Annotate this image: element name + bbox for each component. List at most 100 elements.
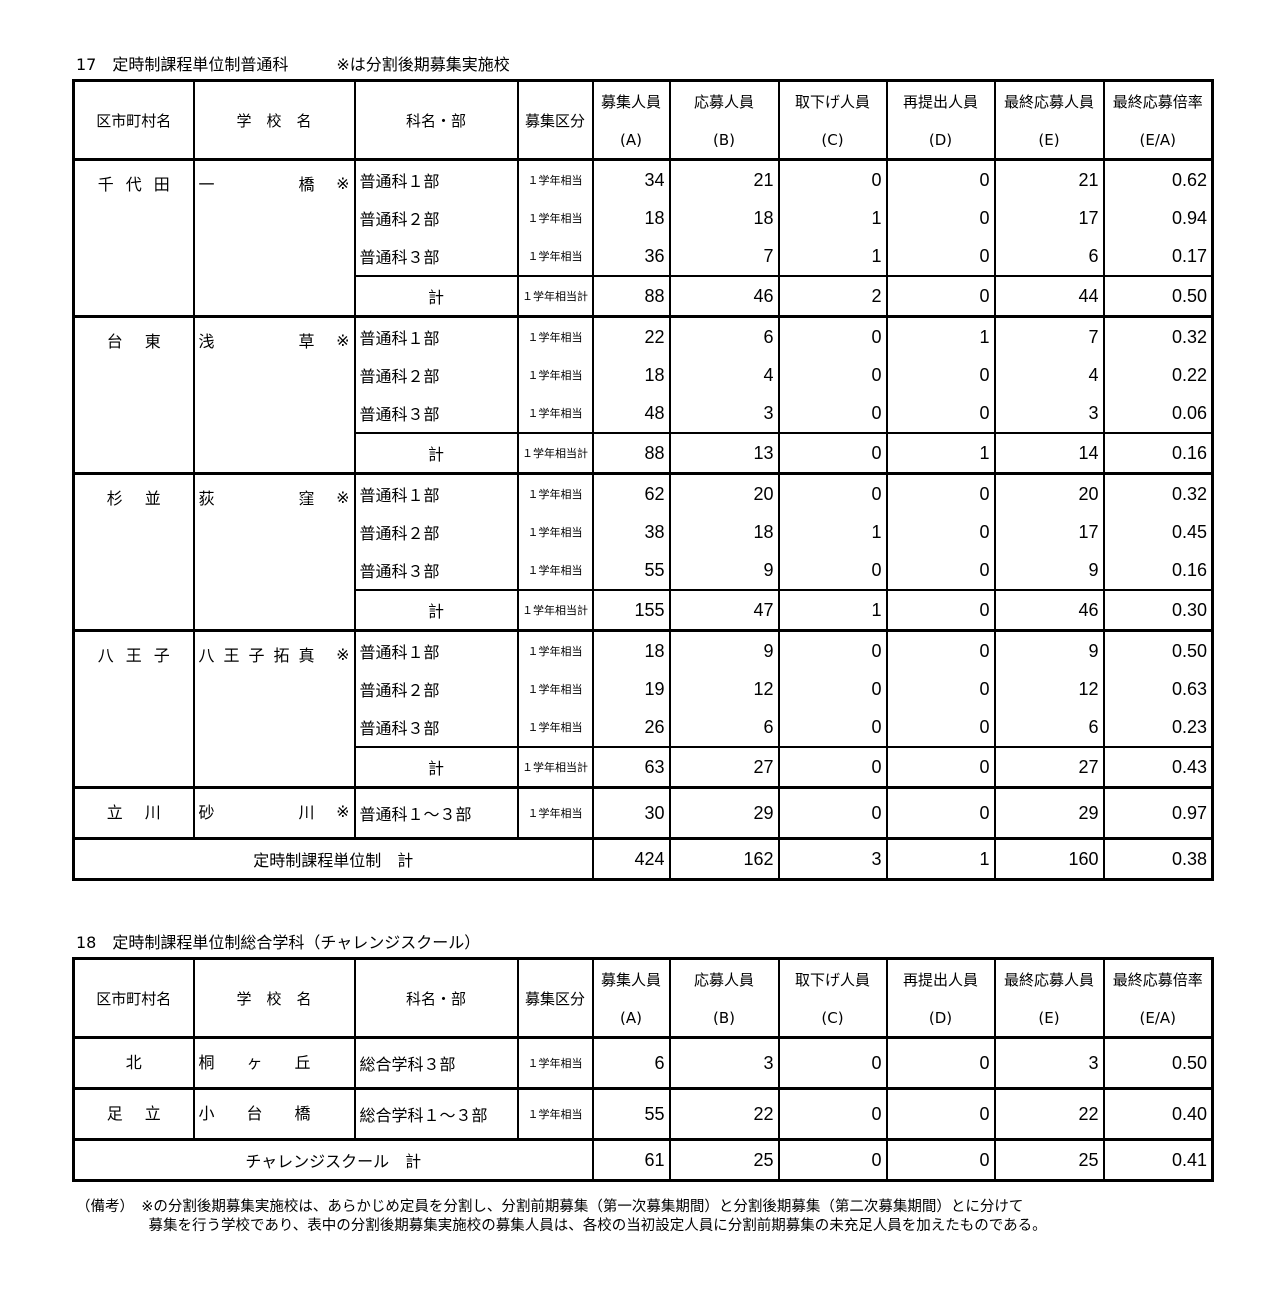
category-cell: １学年相当: [516, 1036, 594, 1089]
column-header: 区市町村名: [72, 80, 195, 161]
category-cell: １学年相当計: [516, 275, 594, 317]
total-e: 160: [993, 837, 1105, 880]
value-c: 1: [777, 199, 888, 237]
value-r: 0.32: [1102, 315, 1214, 356]
value-e: 4: [993, 356, 1105, 394]
column-header: 区市町村名: [72, 958, 195, 1039]
table-row: 普通科３部 １学年相当 26 6 0 0 6 0.23: [74, 708, 1214, 747]
value-d: 1: [885, 315, 996, 356]
value-a: 155: [591, 589, 671, 631]
value-d: 0: [885, 589, 996, 631]
header-code: (E): [1038, 1008, 1060, 1027]
column-header: 再提出人員 (D): [885, 958, 996, 1039]
value-c: 0: [777, 472, 888, 513]
value-e: 3: [993, 1036, 1105, 1089]
value-a: 18: [591, 356, 671, 394]
table-18: 区市町村名学 校 名科名・部 募集区分 募集人員 (A) 応募人員 (B) 取下げ人員 (C)…: [72, 957, 1214, 1182]
value-r: 0.50: [1102, 275, 1214, 317]
value-b: 9: [668, 551, 780, 590]
value-a: 18: [591, 629, 671, 670]
course-cell: 普通科１～３部: [353, 786, 519, 839]
district-cell: 八王子: [72, 629, 195, 788]
district-cell: 台東: [72, 315, 195, 474]
value-b: 6: [668, 708, 780, 747]
value-r: 0.23: [1102, 708, 1214, 747]
column-header: 応募人員 (B): [668, 80, 780, 161]
total-label: 定時制課程単位制 計: [72, 837, 594, 880]
header-code: (C): [821, 1008, 844, 1027]
district-name: 杉並: [106, 489, 161, 508]
header-code: (E/A): [1139, 130, 1177, 149]
table-row: 普通科２部 １学年相当 38 18 1 0 17 0.45: [74, 513, 1214, 551]
value-r: 0.30: [1102, 589, 1214, 631]
table-row: 普通科３部 １学年相当 48 3 0 0 3 0.06: [74, 394, 1214, 433]
value-c: 0: [777, 394, 888, 433]
split-recruitment-mark: ※: [336, 487, 350, 507]
table-row: 普通科２部 １学年相当 18 18 1 0 17 0.94: [74, 199, 1214, 237]
header-code: (A): [620, 1008, 642, 1027]
total-e: 25: [993, 1138, 1105, 1181]
value-r: 0.43: [1102, 746, 1214, 788]
table-row: 八王子 八王子拓真 ※ 普通科１部 １学年相当 18 9 0 0 9 0.50: [72, 629, 1214, 788]
school-name: 砂川: [198, 803, 315, 822]
total-row: 定時制課程単位制 計 424 162 3 1 160 0.38: [72, 837, 1214, 880]
value-b: 47: [668, 589, 780, 631]
value-e: 44: [993, 275, 1105, 317]
value-b: 29: [668, 786, 780, 839]
total-b: 162: [668, 837, 780, 880]
value-r: 0.62: [1102, 158, 1214, 199]
value-d: 0: [885, 513, 996, 551]
value-b: 3: [668, 1036, 780, 1089]
header-label: 最終応募人員: [1003, 93, 1094, 112]
category-cell: １学年相当: [516, 551, 594, 590]
value-d: 0: [885, 158, 996, 199]
value-c: 0: [777, 1036, 888, 1089]
column-header: 再提出人員 (D): [885, 80, 996, 161]
column-header: 取下げ人員 (C): [777, 958, 888, 1039]
value-b: 6: [668, 315, 780, 356]
value-e: 17: [993, 199, 1105, 237]
header-label: 再提出人員: [902, 93, 978, 112]
value-e: 12: [993, 670, 1105, 708]
column-header: 最終応募倍率 (E/A): [1102, 80, 1214, 161]
category-cell: １学年相当計: [516, 432, 594, 474]
school-cell: 荻窪 ※: [192, 472, 356, 631]
total-label: チャレンジスクール 計: [72, 1138, 594, 1181]
table-row: 計 １学年相当計 88 46 2 0 44 0.50: [74, 275, 1214, 317]
value-d: 0: [885, 708, 996, 747]
value-a: 55: [591, 1087, 671, 1140]
school-cell: 浅草 ※: [192, 315, 356, 474]
value-r: 0.50: [1102, 629, 1214, 670]
value-a: 38: [591, 513, 671, 551]
value-b: 13: [668, 432, 780, 474]
category-cell: １学年相当: [516, 394, 594, 433]
value-r: 0.94: [1102, 199, 1214, 237]
section-17-title-text: 17 定時制課程単位制普通科: [76, 55, 289, 74]
category-cell: １学年相当: [516, 786, 594, 839]
value-d: 0: [885, 786, 996, 839]
value-a: 30: [591, 786, 671, 839]
district-cell: 千代田: [72, 158, 195, 317]
course-cell: 普通科１部: [353, 158, 519, 199]
value-e: 6: [993, 708, 1105, 747]
value-c: 1: [777, 237, 888, 276]
school-name: 荻窪: [198, 489, 315, 508]
section-17-title: 17 定時制課程単位制普通科 ※は分割後期募集実施校: [76, 51, 510, 75]
category-cell: １学年相当計: [516, 746, 594, 788]
school-cell: 砂川 ※: [192, 786, 356, 839]
header-code: (E): [1038, 130, 1060, 149]
value-d: 0: [885, 551, 996, 590]
value-r: 0.45: [1102, 513, 1214, 551]
total-r: 0.38: [1102, 837, 1214, 880]
value-e: 21: [993, 158, 1105, 199]
district-cell: 足立: [72, 1087, 195, 1140]
value-r: 0.32: [1102, 472, 1214, 513]
value-a: 34: [591, 158, 671, 199]
value-c: 0: [777, 1087, 888, 1140]
value-d: 0: [885, 237, 996, 276]
course-cell: 普通科２部: [353, 199, 519, 237]
district-cell: 北: [72, 1036, 195, 1089]
course-cell: 普通科１部: [353, 472, 519, 513]
school-cell: 桐ヶ丘: [192, 1036, 356, 1089]
value-a: 88: [591, 275, 671, 317]
